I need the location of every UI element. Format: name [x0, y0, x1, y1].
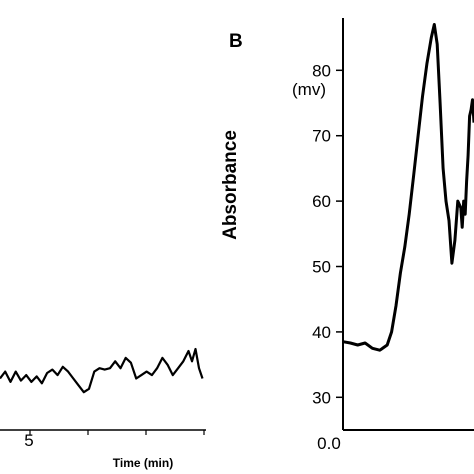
panel-a-x-axis-title: Time (min)	[113, 456, 173, 470]
panel-b-y-tick-label: 70	[312, 127, 331, 146]
panel-b-y-tick-label: 50	[312, 258, 331, 277]
panel-b-y-tick-label: 40	[312, 323, 331, 342]
panel-b-y-unit-label: (mv)	[292, 80, 326, 99]
panel-a: 5 Time (min)	[0, 347, 206, 470]
panel-a-trace-line	[0, 347, 204, 394]
panel-b-y-tick-label: 30	[312, 388, 331, 407]
panel-b-label: B	[229, 31, 243, 52]
panel-b-y-tick-label: 80	[312, 61, 331, 80]
panel-a-x-tick-label: 5	[24, 431, 33, 450]
panel-b-x-tick-label: 0.0	[317, 434, 341, 453]
panel-b-y-tick-label: 60	[312, 192, 331, 211]
panel-b: B Absorbance (mv) 30 40 50 60 70 80 0.0	[220, 18, 474, 453]
panel-b-y-ticks: 30 40 50 60 70 80	[312, 61, 343, 407]
panel-b-y-axis-title: Absorbance	[220, 130, 241, 240]
panel-b-trace-line	[342, 23, 474, 352]
